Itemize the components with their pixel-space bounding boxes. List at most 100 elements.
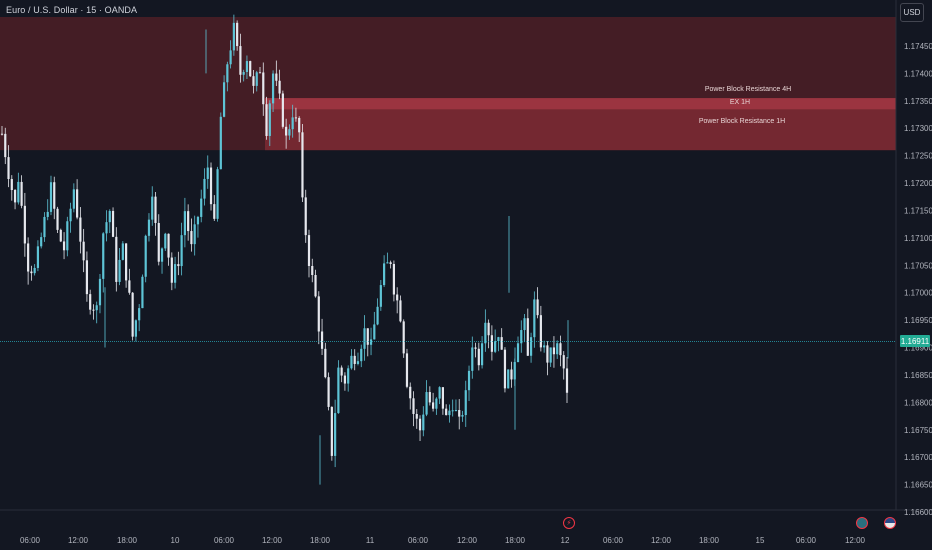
candle-body [353,355,356,364]
candle-body [428,392,431,403]
candle-body [141,276,144,309]
candle-body [562,355,565,369]
y-tick-label: 1.17050 [904,261,932,270]
candle-body [17,181,20,203]
candle-body [216,169,219,219]
candle-body [43,216,46,238]
candle-body [173,264,177,283]
candle-body [565,368,569,393]
x-tick-label: 15 [756,536,765,545]
candle-body [546,345,549,363]
candle-body [438,387,441,399]
x-tick-label: 18:00 [699,536,720,545]
candle-body [396,294,399,301]
candle-body [33,267,36,274]
candle-body [92,309,95,311]
candle-body [46,211,49,217]
candle-body [369,339,373,345]
candle-body [458,410,461,417]
candle-body [334,413,337,456]
candle-body [23,205,26,244]
y-tick-label: 1.16800 [904,398,932,407]
candle-body [27,243,30,272]
candle-body [311,265,314,276]
candle-body [219,116,222,170]
candle-body [422,414,425,431]
candle-body [89,294,92,310]
candle-body [209,167,213,205]
candle-body [484,322,487,344]
candle-body [134,320,138,337]
candle-body [190,231,193,245]
candle-body [516,343,520,363]
x-tick-label: 06:00 [603,536,624,545]
candle-body [76,189,79,218]
x-tick-label: 06:00 [408,536,429,545]
candle-body [301,132,304,198]
candle-body [327,377,330,407]
candle-body [170,257,173,283]
candle-body [559,343,562,356]
candle-body [314,275,317,297]
x-tick-label: 12:00 [845,536,866,545]
candle-body [66,221,69,251]
candle-body [418,418,422,431]
candle-body [376,306,379,325]
candle-body [226,64,229,83]
candle-body [320,331,324,349]
candle-body [115,236,118,282]
candle-body [252,76,255,86]
candle-body [265,104,268,136]
candle-body [258,72,262,74]
candle-body [366,328,369,345]
candle-body [402,321,405,354]
us-flag-icon[interactable] [884,517,896,529]
candle-body [177,264,180,267]
candle-body [350,355,353,369]
candle-body [271,73,275,104]
candle-body [167,233,170,258]
y-tick-label: 1.16750 [904,426,932,435]
candle-body [490,335,493,352]
candle-body [307,235,311,266]
candle-body [520,330,523,344]
candle-body [102,233,105,279]
globe-flag-icon[interactable] [856,517,868,529]
x-tick-label: 11 [366,536,375,545]
candle-body [464,390,467,416]
y-tick-label: 1.16850 [904,371,932,380]
candle-body [95,305,98,311]
candle-body [317,296,320,332]
candle-body [399,300,402,322]
candle-body [4,133,7,158]
candle-body [187,211,190,232]
candle-body [255,72,258,86]
lightning-icon[interactable]: ⚡ [563,517,575,529]
y-tick-label: 1.16950 [904,316,932,325]
candle-body [196,216,200,225]
candle-body [474,347,477,349]
candle-body [330,406,333,456]
y-tick-label: 1.16900 [904,344,932,353]
candle-body [451,410,454,412]
candle-body [448,410,451,416]
candle-body [379,285,382,307]
x-tick-label: 18:00 [505,536,526,545]
candle-body [275,73,278,81]
candle-body [445,408,448,416]
candle-body [49,182,53,212]
candle-body [533,299,536,338]
candle-body [53,182,56,209]
candle-body [441,387,444,409]
zone-label-ex-1h: EX 1H [729,99,751,107]
candle-body [151,196,154,220]
currency-button[interactable]: USD [900,3,924,22]
candle-body [383,263,386,286]
candle-body [549,347,552,363]
candle-body [500,337,503,350]
candle-body [62,241,66,251]
candle-body [125,243,128,281]
candle-body [245,61,249,73]
candle-body [467,370,471,391]
